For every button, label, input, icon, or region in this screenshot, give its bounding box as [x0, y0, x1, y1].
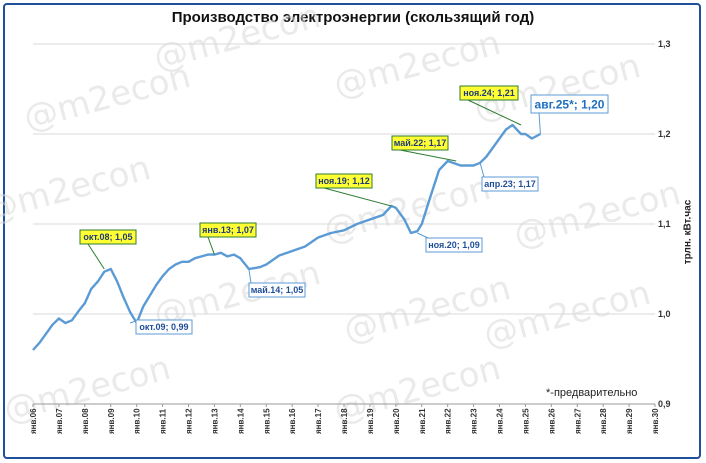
x-tick-label: янв.20: [392, 408, 401, 434]
annotation-box: [481, 176, 539, 192]
x-tick-label: янв.30: [651, 408, 660, 434]
annotation-label: апр.23; 1,17: [484, 179, 535, 189]
y-tick-label: 1,1: [658, 219, 671, 229]
x-tick-label: янв.19: [366, 408, 375, 434]
annotation-label: янв.13; 1,07: [202, 225, 254, 235]
watermark-text: @m2econ: [0, 148, 155, 231]
x-tick-label: янв.06: [29, 408, 38, 434]
x-tick-label: янв.07: [55, 408, 64, 434]
x-tick-label: янв.18: [340, 408, 349, 434]
x-tick-label: янв.15: [262, 408, 271, 434]
annotation-label: ноя.24; 1,21: [463, 88, 515, 98]
annotation-connector: [207, 236, 215, 255]
x-tick-label: янв.23: [470, 408, 479, 434]
y-tick-label: 1,0: [658, 309, 671, 319]
x-tick-label: янв.22: [444, 408, 453, 434]
x-tick-label: янв.24: [496, 408, 505, 434]
annotation-connector: [479, 162, 485, 178]
annotation-label: окт.08; 1,05: [83, 232, 132, 242]
annotation-label: май.14; 1,05: [251, 285, 304, 295]
x-tick-label: янв.08: [81, 408, 90, 434]
x-tick-label: янв.09: [107, 408, 116, 434]
annotation-connector: [87, 243, 105, 270]
x-tick-label: янв.29: [625, 408, 634, 434]
x-tick-label: янв.10: [133, 408, 142, 434]
x-tick-label: янв.12: [185, 408, 194, 434]
preliminary-note: *-предварительно: [546, 387, 638, 399]
annotation-box: [459, 85, 519, 101]
x-tick-label: янв.11: [159, 408, 168, 434]
annotation-connector: [417, 232, 429, 239]
annotation-connector: [399, 149, 457, 162]
y-tick-label: 1,3: [658, 39, 671, 49]
x-tick-label: янв.13: [210, 408, 219, 434]
annotation-box: [315, 173, 373, 189]
series-line: [32, 123, 541, 351]
annotation-label: авг.25*; 1,20: [535, 97, 605, 111]
annotation-box: [391, 135, 449, 151]
x-tick-label: янв.28: [599, 408, 608, 434]
annotation-box: [248, 282, 306, 298]
annotation-label: ноя.19; 1,12: [318, 176, 370, 186]
chart-title: Производство электроэнергии (скользящий …: [171, 9, 535, 26]
x-tick-label: янв.14: [236, 408, 245, 434]
annotation-connector: [538, 112, 541, 135]
y-tick-label: 0,9: [658, 399, 671, 409]
x-tick-label: янв.21: [418, 408, 427, 434]
x-tick-label: янв.26: [547, 408, 556, 434]
annotation-connector: [323, 187, 392, 207]
annotation-box: [79, 229, 137, 245]
annotation-box: [530, 94, 609, 114]
annotation-connector: [467, 99, 522, 126]
y-tick-label: 1,2: [658, 129, 671, 139]
annotation-box: [135, 319, 193, 335]
x-tick-label: янв.25: [521, 408, 530, 434]
annotation-label: окт.09; 0,99: [139, 322, 188, 332]
annotation-label: ноя.20; 1,09: [428, 240, 480, 250]
annotation-label: май.22; 1,17: [394, 138, 447, 148]
x-tick-label: янв.16: [288, 408, 297, 434]
annotation-box: [199, 222, 257, 238]
annotation-connector: [248, 268, 252, 284]
x-tick-label: янв.27: [573, 408, 582, 434]
annotation-box: [425, 237, 483, 253]
x-tick-label: янв.17: [314, 408, 323, 434]
watermark-text: @m2econ: [150, 0, 325, 79]
